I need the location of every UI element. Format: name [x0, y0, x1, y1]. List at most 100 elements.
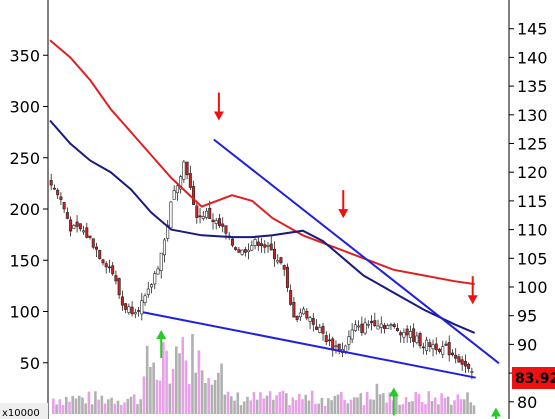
candle-body — [308, 317, 312, 322]
volume-bar — [297, 393, 301, 414]
left-tick-label: 200 — [9, 200, 40, 219]
candle-body — [217, 218, 221, 226]
volume-bar — [90, 404, 94, 414]
candle-body — [111, 265, 115, 275]
candle-body — [428, 342, 432, 347]
volume-bar — [446, 396, 450, 414]
candle-body — [188, 173, 192, 188]
candle-body — [221, 223, 225, 227]
candle-body — [418, 333, 422, 347]
candle-body — [289, 290, 293, 305]
volume-bar — [97, 399, 100, 414]
volume-bar — [466, 392, 469, 414]
volume-bar — [307, 400, 311, 414]
candle-body — [146, 288, 150, 295]
candle-body — [69, 219, 73, 232]
volume-bar — [340, 392, 343, 414]
volume-bar — [197, 350, 201, 414]
candle-body — [49, 180, 53, 186]
volume-bar — [327, 398, 330, 414]
right-tick-label: 140 — [517, 48, 548, 67]
candle-body — [295, 316, 299, 320]
buy-arrow-icon — [388, 387, 399, 416]
volume-bar — [349, 399, 353, 414]
volume-bar — [158, 380, 162, 414]
candle-body — [263, 244, 267, 248]
candle-body — [137, 310, 141, 312]
volume-bar — [207, 378, 210, 414]
volume-bar — [81, 397, 84, 414]
volume-bar — [372, 399, 375, 414]
candle-body — [327, 339, 331, 342]
volume-bar — [437, 404, 440, 414]
candle-body — [376, 325, 380, 330]
volume-bar — [424, 404, 427, 414]
candle-body — [230, 238, 234, 246]
volume-bar — [285, 393, 288, 414]
candle-body — [360, 323, 364, 333]
candle-body — [363, 322, 367, 334]
volume-bar — [440, 393, 443, 414]
volume-bar — [462, 399, 466, 414]
arrow-head — [338, 209, 349, 219]
volume-bar — [129, 396, 133, 414]
candle-body — [434, 343, 438, 351]
ma-mid-line — [49, 119, 476, 334]
candle-body — [201, 216, 205, 219]
volume-bar — [333, 395, 337, 414]
candle-body — [447, 342, 451, 356]
volume-bar — [281, 390, 285, 414]
volume-bar — [459, 399, 463, 414]
candle-body — [52, 187, 56, 190]
left-tick-label: 350 — [9, 46, 40, 65]
candle-body — [373, 320, 377, 327]
last-price-tag: 83.92 — [512, 367, 555, 389]
candle-body — [431, 344, 435, 350]
volume-bar — [61, 404, 65, 414]
right-tick-label: 95 — [517, 307, 537, 326]
volume-bar — [252, 392, 256, 414]
candle-body — [402, 331, 406, 338]
buy-arrow-icon — [490, 407, 501, 419]
candle-body — [211, 219, 215, 223]
candle-body — [237, 249, 241, 253]
right-tick-label: 145 — [517, 20, 548, 39]
candle-body — [169, 201, 173, 229]
right-tick-label: 120 — [517, 163, 548, 182]
candle-body — [292, 302, 296, 318]
volume-bar — [330, 400, 333, 414]
volume-bar — [233, 400, 236, 414]
candle-body — [120, 296, 124, 306]
volume-bar — [87, 391, 91, 414]
left-tick-label: 50 — [20, 354, 40, 373]
candle-body — [331, 338, 335, 350]
volume-unit-label: x10000 — [2, 408, 40, 419]
candle-body — [266, 245, 270, 247]
volume-bar — [94, 391, 97, 414]
volume-bar — [178, 353, 181, 414]
left-tick-label: 250 — [9, 149, 40, 168]
volume-bar — [116, 400, 120, 414]
volume-bar — [149, 367, 152, 414]
volume-bar — [356, 397, 359, 414]
right-tick-label: 115 — [517, 192, 548, 211]
candle-body — [425, 339, 429, 351]
candle-body — [104, 263, 108, 268]
volume-bar — [275, 395, 278, 414]
volume-bar — [217, 372, 220, 414]
volume-bar — [255, 399, 259, 414]
candle-body — [279, 257, 283, 264]
right-tick-label: 130 — [517, 106, 548, 125]
candle-body — [234, 247, 238, 250]
volume-bar — [378, 394, 382, 414]
volume-bar — [100, 395, 104, 414]
volume-unit-tag-bg — [0, 403, 48, 419]
volume-bar — [68, 401, 71, 414]
candle-body — [379, 323, 383, 328]
candle-body — [272, 248, 276, 260]
candle-body — [62, 202, 66, 210]
candle-body — [395, 328, 399, 331]
volume-bar — [288, 405, 291, 414]
volume-bar — [407, 401, 411, 414]
